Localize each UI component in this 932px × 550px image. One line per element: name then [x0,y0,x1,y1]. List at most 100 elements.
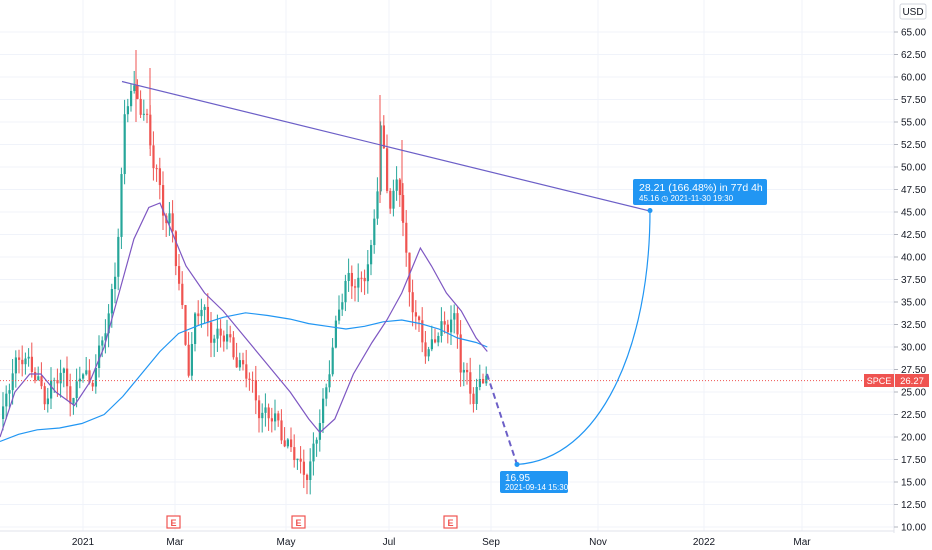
earnings-marker[interactable]: E [443,515,458,529]
candle-body [379,125,382,192]
candle-body [453,313,456,320]
candle-body [395,179,398,191]
candle-body [450,319,453,333]
trend-line[interactable] [121,80,651,212]
candle-body [181,283,184,306]
price-tick-label: 35.00 [901,298,926,309]
candle-body [389,190,392,209]
candle-body [270,418,273,422]
candle-body [469,372,472,394]
price-tick-label: 27.50 [901,365,926,376]
candle-body [408,252,411,293]
projection-curve[interactable] [516,210,651,466]
candle-body [264,407,267,413]
candle-body [34,371,37,381]
candle-body [242,360,245,365]
time-ticks: 2021 Mar May Jul Sep Nov 2022 Mar [72,537,811,548]
svg-text:E: E [295,518,301,528]
candle-body [309,461,312,480]
price-tick-label: 17.50 [901,455,926,466]
candle-body [98,345,101,369]
candle-body [229,334,232,338]
candle-body [293,447,296,461]
candle-body [235,357,238,368]
candle-body [312,443,315,462]
candle-body [178,266,181,284]
candle-body [446,324,449,333]
time-tick-label: Mar [166,537,184,548]
candle-body [216,328,219,339]
candle-body [232,337,235,358]
candle-body [14,357,17,374]
candle-body [110,289,113,314]
candle-body [72,398,75,404]
candle-body [120,174,123,237]
moving-average-long [0,312,488,443]
target-label[interactable]: 28.21 (166.48%) in 77d 4h 45.16 ◷ 2021-1… [633,179,767,205]
candle-body [190,344,193,376]
price-tick-label: 42.50 [901,230,926,241]
candle-body [315,439,318,444]
candle-body [248,378,251,380]
candle-body [485,375,488,384]
time-tick-label: Jul [383,537,396,548]
candle-body [117,236,120,277]
candle-body [85,370,88,375]
candle-body [344,280,347,303]
candle-body [405,222,408,253]
candle-body [245,364,248,379]
symbol-badge: SPCE [864,374,894,387]
candle-body [437,335,440,343]
candle-body [325,387,328,399]
candle-body [69,386,72,404]
candle-body [114,276,117,290]
candle-body [82,374,85,379]
moving-average-short [0,202,488,438]
candle-body [210,322,213,343]
candle-body [290,439,293,448]
candle-body [197,313,200,317]
earnings-marker[interactable]: E [166,515,181,529]
candle-body [277,413,280,421]
price-tick-label: 45.00 [901,208,926,219]
candle-body [88,370,91,383]
target-point-marker[interactable] [647,208,653,214]
candle-body [101,340,104,346]
candle-body [382,125,385,149]
price-tick-label: 50.00 [901,163,926,174]
candle-body [146,113,149,115]
candle-body [171,213,174,232]
candle-body [104,333,107,341]
candle-body [184,305,187,345]
candle-body [130,90,133,107]
earnings-marker[interactable]: E [291,515,306,529]
candle-body [2,406,5,419]
candle-body [373,218,376,246]
candle-body [238,360,241,368]
low-point-marker[interactable] [514,461,520,467]
price-tick-label: 40.00 [901,253,926,264]
candle-body [286,439,289,447]
candle-body [322,398,325,424]
candle-body [18,357,21,360]
candle-body [162,185,165,216]
candle-body [350,272,353,287]
low-label[interactable]: 16.95 2021-09-14 15:30 [500,471,569,493]
candle-body [46,398,49,405]
candle-body [213,338,216,343]
candle-body [334,320,337,348]
candle-body [78,378,81,382]
price-tick-label: 10.00 [901,523,926,534]
price-tick-label: 62.50 [901,50,926,61]
symbol-label: SPCE [867,376,892,386]
projection-dashed-line[interactable] [486,373,518,465]
price-tick-label: 52.50 [901,140,926,151]
price-tick-label: 12.50 [901,500,926,511]
candle-body [347,272,350,281]
price-ticks: 65.00 62.50 60.00 57.50 55.00 52.50 50.00 47.50… [894,28,926,534]
candle-body [226,334,229,342]
price-tick-label: 57.50 [901,95,926,106]
candle-body [152,145,155,169]
candle-body [168,213,171,224]
